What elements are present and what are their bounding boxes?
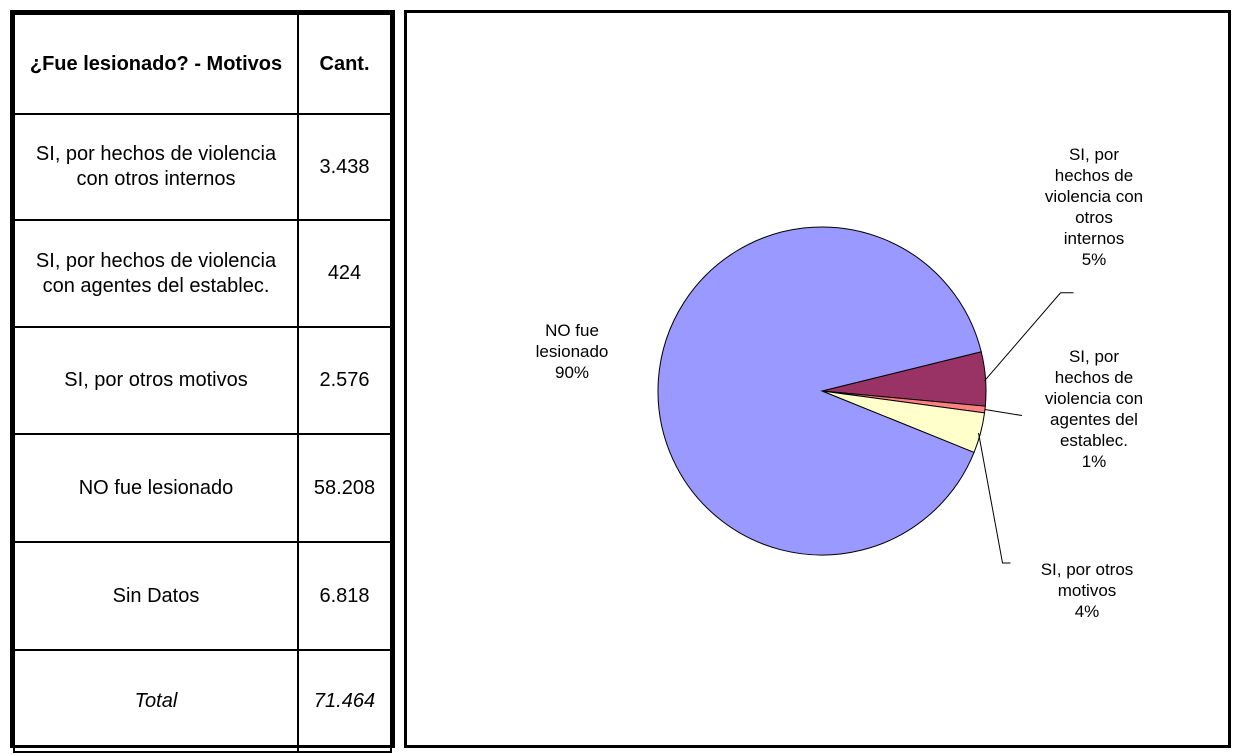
pie-slice: [657, 226, 982, 556]
label-line: 1%: [1081, 452, 1107, 471]
table-header-row: ¿Fue lesionado? - Motivos Cant.: [13, 13, 392, 115]
label-line: hechos de: [1054, 166, 1134, 185]
row-value: 58.208: [297, 433, 392, 543]
row-label: SI, por hechos de violencia con agentes …: [13, 219, 299, 328]
label-line: violencia con: [1044, 187, 1144, 206]
table-row: SI, por hechos de violencia con otros in…: [13, 113, 392, 221]
label-line: 90%: [554, 363, 590, 382]
table-row: Sin Datos 6.818: [13, 541, 392, 651]
total-label: Total: [13, 649, 299, 753]
label-agentes: SI, por hechos de violencia con agentes del…: [1019, 346, 1169, 472]
label-line: violencia con: [1044, 389, 1144, 408]
label-line: establec.: [1059, 431, 1129, 450]
label-line: internos: [1063, 229, 1125, 248]
leader-line: [984, 409, 1023, 417]
row-value: 2.576: [297, 326, 392, 435]
table-row: SI, por hechos de violencia con agentes …: [13, 219, 392, 328]
table-row: NO fue lesionado 58.208: [13, 433, 392, 543]
total-value: 71.464: [297, 649, 392, 753]
label-line: hechos de: [1054, 368, 1134, 387]
header-cant: Cant.: [297, 13, 392, 115]
label-line: SI, por: [1068, 145, 1120, 164]
leader-line: [984, 292, 1074, 382]
row-label: SI, por hechos de violencia con otros in…: [13, 113, 299, 221]
pie-chart: [657, 226, 1074, 564]
row-value: 424: [297, 219, 392, 328]
label-line: 4%: [1074, 602, 1100, 621]
data-table: ¿Fue lesionado? - Motivos Cant. SI, por …: [13, 13, 392, 753]
leader-line: [978, 432, 1011, 564]
label-line: otros: [1075, 208, 1113, 227]
label-line: NO fue: [545, 321, 599, 340]
table-total-row: Total 71.464: [13, 649, 392, 753]
label-line: SI, por otros: [1040, 560, 1134, 579]
data-table-frame: ¿Fue lesionado? - Motivos Cant. SI, por …: [10, 10, 395, 753]
label-line: motivos: [1057, 581, 1117, 600]
header-motivos: ¿Fue lesionado? - Motivos: [13, 13, 299, 115]
label-otros-internos: SI, por hechos de violencia con otros intern…: [1019, 144, 1169, 270]
row-value: 3.438: [297, 113, 392, 221]
table-row: SI, por otros motivos 2.576: [13, 326, 392, 435]
row-label: SI, por otros motivos: [13, 326, 299, 435]
row-label: NO fue lesionado: [13, 433, 299, 543]
label-line: lesionado: [535, 342, 609, 361]
row-value: 6.818: [297, 541, 392, 651]
row-label: Sin Datos: [13, 541, 299, 651]
label-line: agentes del: [1050, 410, 1138, 429]
label-no-fue-lesionado: NO fue lesionado 90%: [512, 320, 632, 383]
pie-chart-frame: NO fue lesionado 90% SI, por hechos de viole…: [404, 10, 1231, 748]
label-line: SI, por: [1068, 347, 1120, 366]
label-otros-motivos: SI, por otros motivos 4%: [1012, 559, 1162, 622]
label-line: 5%: [1081, 250, 1107, 269]
